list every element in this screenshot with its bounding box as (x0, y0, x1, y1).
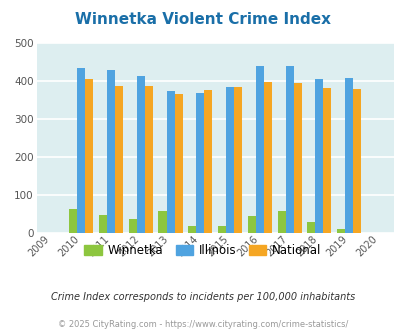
Bar (255, 66, 263, 233)
Bar (263, 82, 271, 233)
Legend: Winnetka, Illinois, National: Winnetka, Illinois, National (82, 242, 323, 260)
Bar (285, 66, 293, 233)
Text: © 2025 CityRating.com - https://www.cityrating.com/crime-statistics/: © 2025 CityRating.com - https://www.city… (58, 320, 347, 329)
Bar (293, 83, 301, 233)
Bar (174, 94, 182, 233)
Bar (344, 78, 352, 233)
Bar (307, 222, 315, 233)
Bar (226, 87, 234, 233)
Text: Winnetka Violent Crime Index: Winnetka Violent Crime Index (75, 12, 330, 26)
Bar (217, 226, 226, 233)
Bar (277, 211, 285, 233)
Bar (234, 87, 241, 233)
Bar (158, 211, 166, 233)
Bar (352, 89, 360, 233)
Bar (166, 91, 174, 233)
Bar (77, 68, 85, 233)
Bar (188, 226, 196, 233)
Bar (128, 219, 136, 233)
Bar (115, 86, 123, 233)
Bar (107, 70, 115, 233)
Bar (99, 215, 107, 233)
Bar (69, 209, 77, 233)
Bar (315, 79, 323, 233)
Bar (247, 216, 255, 233)
Bar (204, 90, 212, 233)
Bar (196, 93, 204, 233)
Bar (145, 86, 152, 233)
Bar (323, 88, 330, 233)
Bar (136, 76, 145, 233)
Bar (336, 229, 344, 233)
Bar (85, 79, 93, 233)
Text: Crime Index corresponds to incidents per 100,000 inhabitants: Crime Index corresponds to incidents per… (51, 292, 354, 302)
